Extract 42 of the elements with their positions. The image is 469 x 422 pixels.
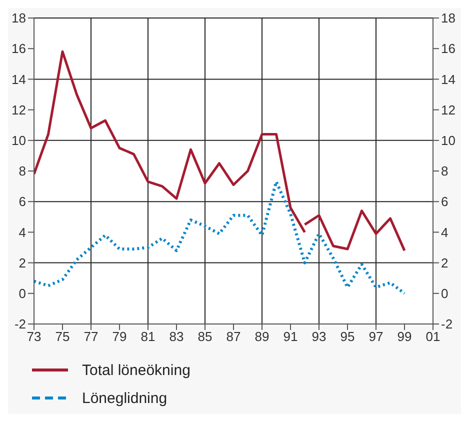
y2-tick-label: 0 <box>441 286 448 302</box>
x-tick-label: 77 <box>84 329 98 344</box>
y-tick-label: 2 <box>18 255 26 270</box>
y-tick-label: 6 <box>18 194 26 210</box>
x-tick-label: 91 <box>283 329 298 344</box>
x-tick-label: 85 <box>198 329 212 344</box>
y-tick-label: 14 <box>12 72 26 87</box>
y2-tick-label: 14 <box>441 72 456 87</box>
x-tick-label: 01 <box>426 329 440 344</box>
y2-tick-label: 18 <box>441 10 456 26</box>
y2-tick-label: 16 <box>441 41 456 56</box>
y-tick-label: 18 <box>12 10 26 26</box>
x-tick-label: 95 <box>340 329 355 344</box>
y2-tick-label: 2 <box>441 255 448 270</box>
x-tick-label: 75 <box>55 329 70 344</box>
y-tick-label: 16 <box>12 41 26 56</box>
x-tick-label: 83 <box>169 329 184 344</box>
legend-label: Löneglidning <box>82 390 168 406</box>
y-tick-label: 8 <box>18 164 26 179</box>
y2-tick-label: 10 <box>441 133 456 148</box>
line-series <box>304 210 406 252</box>
y-tick-label: 4 <box>18 224 26 240</box>
y-tick-label: 0 <box>18 286 26 302</box>
y-tick-label: 12 <box>12 102 26 118</box>
y2-tick-label: 6 <box>441 194 448 210</box>
legend-label: Total löneökning <box>82 362 190 378</box>
y-tick-label: 10 <box>12 133 26 148</box>
x-tick-label: 93 <box>312 329 326 344</box>
x-tick-label: 99 <box>397 329 412 344</box>
line-series <box>34 180 406 295</box>
x-tick-label: 81 <box>140 329 156 344</box>
x-tick-label: 79 <box>112 329 127 344</box>
y-tick-label: -2 <box>14 316 26 332</box>
x-tick-label: 73 <box>26 329 42 344</box>
y2-tick-label: 12 <box>441 102 456 118</box>
x-tick-label: 97 <box>368 329 384 344</box>
y2-tick-label: -2 <box>441 316 453 332</box>
line-series <box>34 50 306 234</box>
y2-tick-label: 4 <box>441 224 448 240</box>
x-tick-label: 89 <box>254 329 270 344</box>
y2-tick-label: 8 <box>441 164 448 179</box>
x-tick-label: 87 <box>226 329 241 344</box>
